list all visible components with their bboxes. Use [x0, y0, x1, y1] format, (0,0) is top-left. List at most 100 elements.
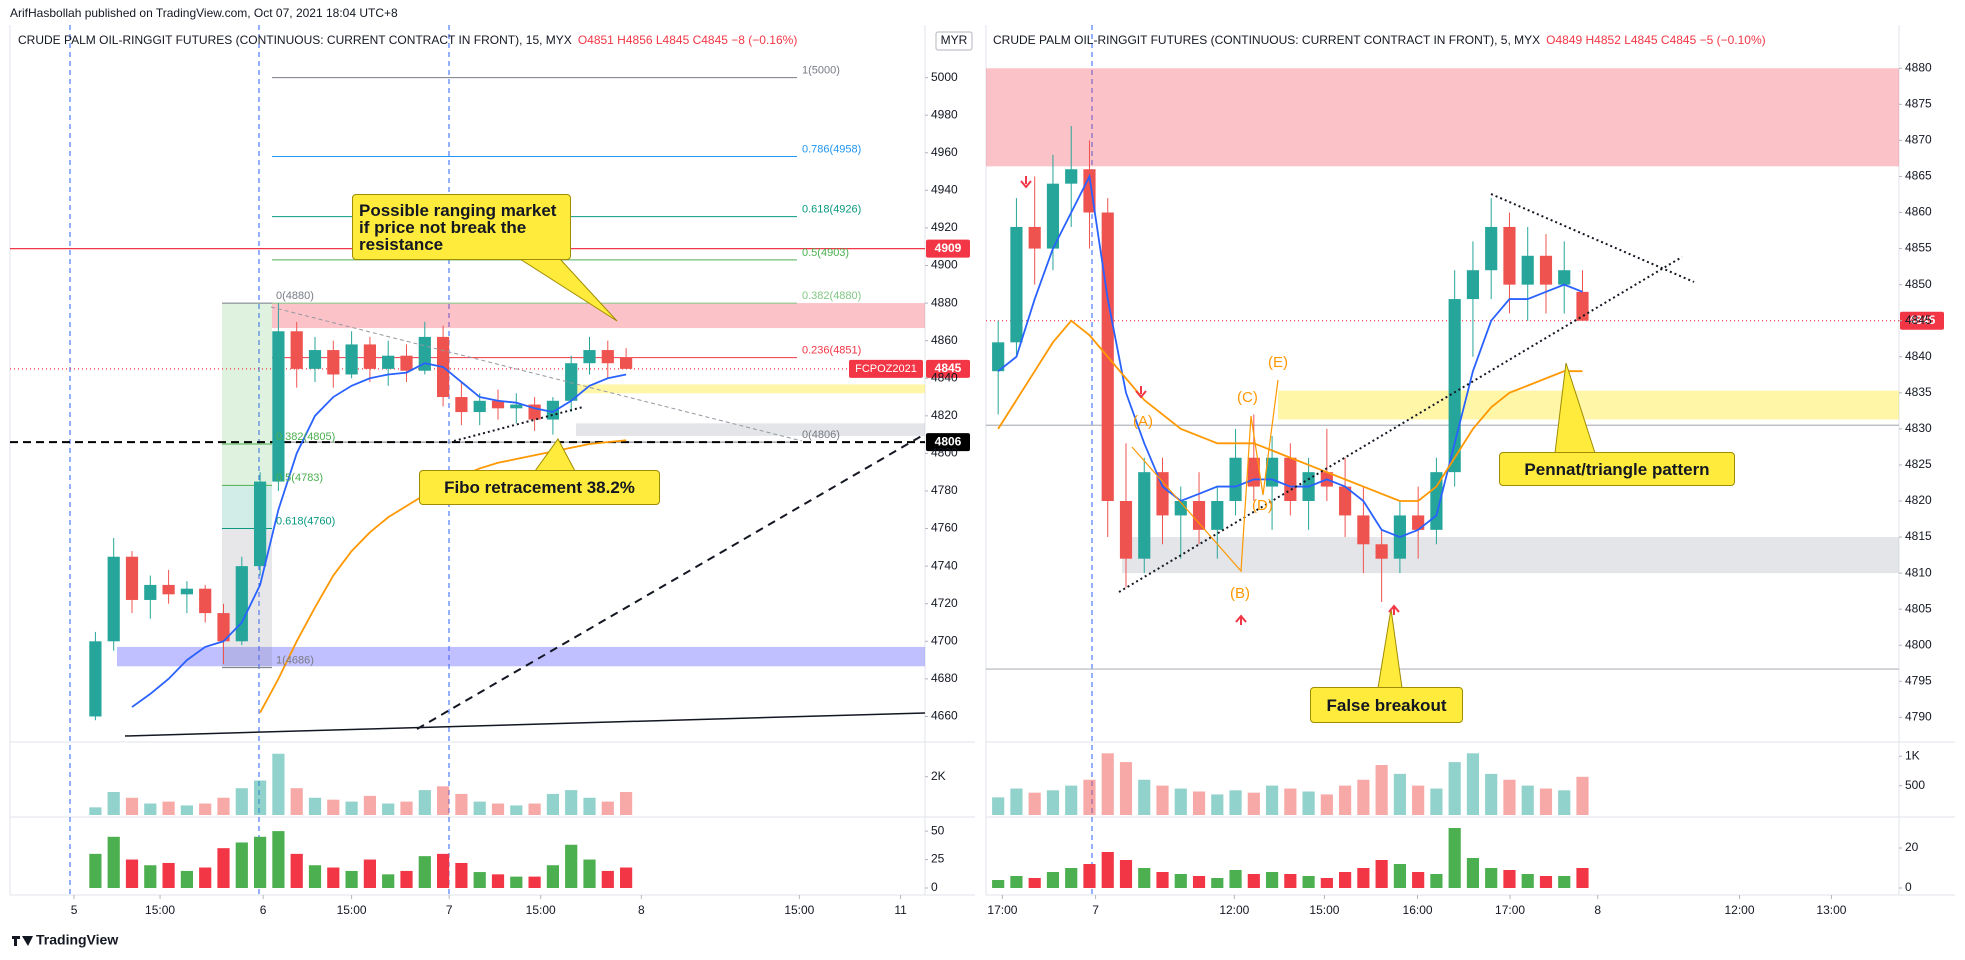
indicator-bar	[254, 836, 267, 888]
candle-body	[473, 400, 486, 413]
candle-body	[89, 641, 102, 717]
indicator-bar	[199, 867, 212, 888]
candle-body	[235, 566, 248, 642]
volume-bar	[1521, 785, 1534, 815]
callout: False breakout	[1310, 687, 1463, 723]
x-tick-label: 16:00	[1403, 903, 1433, 917]
price-tag	[926, 359, 970, 378]
candle-body	[125, 556, 139, 600]
price-tag-label: 4845	[1909, 313, 1936, 327]
volume-bar	[199, 803, 212, 815]
currency: MYR	[941, 33, 968, 47]
candle-body	[363, 344, 376, 369]
y-tick-label: 4875	[1905, 97, 1932, 111]
y-tick-label: 4780	[931, 483, 958, 497]
candle-body	[217, 613, 230, 642]
indicator-bar	[89, 853, 102, 888]
candle-body	[1192, 501, 1206, 530]
y-tick-label: 4860	[1905, 205, 1932, 219]
candle-body	[1229, 457, 1242, 501]
price-tag-label: 4806	[935, 434, 962, 448]
indicator-bar	[601, 870, 614, 888]
indicator-bar	[1302, 876, 1315, 888]
indicator-bar	[1046, 872, 1060, 888]
y-tick-label: 4835	[1905, 385, 1932, 399]
volume-bar	[308, 797, 322, 815]
indicator-bar	[620, 867, 633, 888]
indicator-bar	[1357, 868, 1370, 888]
x-tick-label: 8	[1594, 903, 1601, 917]
y-tick-label: 4800	[931, 446, 958, 460]
y-tick-label: 4720	[931, 596, 958, 610]
indicator-bar	[400, 870, 413, 888]
callout: Fibo retracement 38.2%	[419, 470, 660, 505]
indicator-bar	[491, 874, 505, 888]
volume-bar	[144, 803, 157, 815]
indicator-bar	[1412, 872, 1425, 888]
y-tick-label: 4790	[1905, 710, 1932, 724]
zone	[576, 423, 925, 436]
callout: Possible ranging market if price not bre…	[352, 194, 571, 260]
volume-bar	[125, 797, 139, 815]
moving-average	[997, 173, 1583, 539]
y-tick-label: 4820	[931, 408, 958, 422]
candle-body	[1539, 255, 1553, 285]
volume-bar	[1339, 785, 1352, 815]
y-tick-label: 4840	[931, 370, 958, 384]
indicator-bar	[107, 836, 120, 888]
candle-body	[1174, 501, 1187, 516]
fib-label: 0.5(4903)	[802, 247, 849, 259]
indicator-bar	[1284, 874, 1297, 888]
indicator-bar	[162, 862, 175, 888]
indicator-bar	[473, 872, 486, 888]
chart-header: CRUDE PALM OIL-RINGGIT FUTURES (CONTINUO…	[993, 33, 1766, 47]
indicator-bar	[565, 844, 578, 888]
indicator-bar	[1393, 864, 1406, 888]
y-tick-label: 4900	[931, 258, 958, 272]
fib-label: 0(4880)	[276, 290, 314, 302]
indicator-bar	[418, 856, 431, 888]
indicator-bar	[1101, 852, 1114, 888]
y-tick-label: 20	[1905, 840, 1919, 854]
indicator-bar	[1320, 878, 1333, 888]
y-tick-label: 4680	[931, 671, 958, 685]
x-tick-label: 7	[446, 903, 453, 917]
indicator-bar	[363, 859, 376, 888]
indicator-bar	[1503, 870, 1516, 888]
y-tick-label: 4815	[1905, 529, 1932, 543]
y-tick-label: 4825	[1905, 457, 1932, 471]
y-tick-label: 50	[931, 823, 945, 837]
fib-band	[222, 303, 272, 445]
fib-label: 0(4806)	[802, 429, 840, 441]
ohlc-stats: O4851 H4856 L4845 C4845 −8 (−0.16%)	[578, 33, 798, 47]
y-tick-label: 4800	[1905, 637, 1932, 651]
x-tick-label: 12:00	[1725, 903, 1755, 917]
volume-bar	[217, 797, 230, 815]
indicator-bar	[327, 867, 340, 888]
y-tick-label: 0	[931, 880, 938, 894]
pattern-label: (B)	[1230, 585, 1250, 602]
indicator-bar	[1028, 878, 1041, 888]
indicator-bar	[1339, 872, 1352, 888]
indicator-bar	[510, 876, 523, 888]
y-tick-label: 4860	[931, 333, 958, 347]
volume-bar	[418, 790, 431, 815]
indicator-bar	[1466, 858, 1480, 888]
indicator-bar	[1156, 872, 1169, 888]
volume-bar	[1558, 790, 1571, 815]
y-tick-label: 4760	[931, 521, 958, 535]
volume-bar	[1485, 773, 1498, 815]
y-tick-label: 4820	[1905, 493, 1932, 507]
fib-label: 0.382(4805)	[276, 431, 335, 443]
volume-bar	[1320, 794, 1333, 815]
chart-header: CRUDE PALM OIL-RINGGIT FUTURES (CONTINUO…	[18, 33, 797, 47]
ohlc-stats: O4849 H4852 L4845 C4845 −5 (−0.10%)	[1546, 33, 1766, 47]
indicator-bar	[1448, 828, 1461, 888]
volume-bar	[473, 801, 486, 815]
y-tick-label: 4855	[1905, 241, 1932, 255]
indicator-bar	[1485, 868, 1498, 888]
y-tick-label: 4865	[1905, 169, 1932, 183]
candle-body	[1065, 169, 1078, 184]
price-tag-label: 4909	[935, 241, 962, 255]
volume-bar	[382, 803, 395, 815]
